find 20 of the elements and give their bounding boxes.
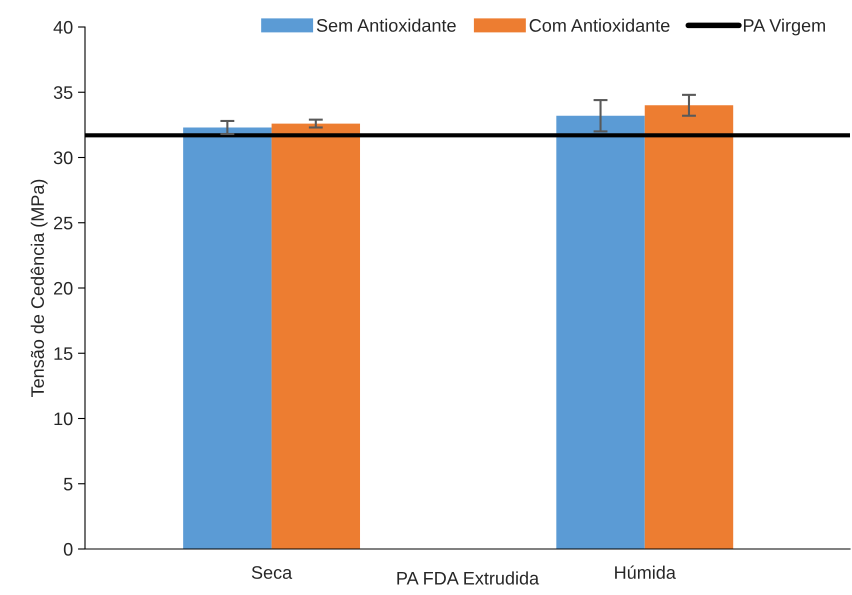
bar: [183, 127, 272, 549]
x-tick-label: Húmida: [615, 565, 676, 579]
y-tick-label: 5: [64, 478, 72, 490]
legend-label: PA Virgem: [744, 18, 825, 36]
legend-label: Sem Antioxidante: [316, 18, 456, 32]
y-tick-label: 20: [54, 282, 72, 295]
y-tick-label: 40: [54, 20, 72, 34]
x-axis-title: PA FDA Extrudida: [397, 571, 540, 585]
bar: [556, 116, 645, 549]
y-tick-label: 25: [54, 216, 72, 230]
bar: [272, 124, 360, 549]
y-tick-label: 0: [64, 542, 72, 556]
y-tick-label: 10: [54, 412, 72, 426]
legend-label: Com Antioxidante: [530, 18, 670, 32]
y-tick-label: 30: [54, 151, 72, 164]
y-tick-label: 35: [54, 86, 72, 99]
y-tick-label: 15: [54, 347, 72, 360]
x-tick-label: Seca: [252, 566, 292, 579]
bar: [644, 105, 734, 549]
y-axis-title: Tensão de Cedência (MPa): [30, 180, 48, 397]
